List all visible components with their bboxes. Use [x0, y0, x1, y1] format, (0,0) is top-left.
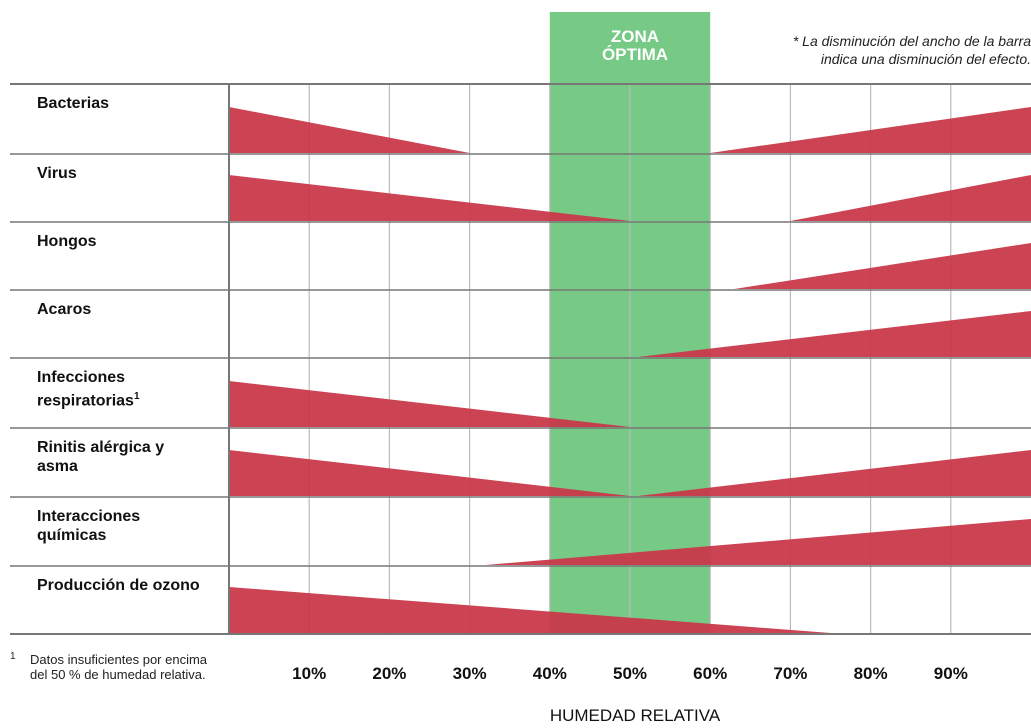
tick-label-50: 50% [612, 664, 648, 683]
tick-label-30: 30% [452, 664, 487, 683]
row-label-sup: 1 [133, 391, 140, 402]
tick-label-80: 80% [853, 664, 888, 683]
bar-high-5 [638, 450, 1031, 496]
row-label: Acaros [37, 300, 207, 319]
bar-low-0 [229, 107, 470, 153]
footnote-text: Datos insuficientes por encima del 50 % … [30, 652, 208, 682]
bar-high-3 [638, 311, 1031, 357]
bar-low-1 [229, 175, 630, 221]
row-label-text: Virus [37, 165, 77, 182]
row-label-text: Hongos [37, 233, 97, 250]
tick-label-20: 20% [372, 664, 407, 683]
footnote: 1 Datos insuficientes por encima del 50 … [10, 651, 210, 682]
zone-label-line1: ZONA [610, 27, 660, 46]
row-label-text: Bacterias [37, 95, 110, 112]
bar-low-7 [229, 587, 831, 633]
row-dividers [10, 83, 1031, 635]
row-label-text: Producción de ozono [37, 577, 200, 594]
bar-high-6 [485, 519, 1031, 565]
tick-label-40: 40% [532, 664, 567, 683]
bar-high-1 [790, 175, 1031, 221]
row-label: Producción de ozono [37, 576, 207, 595]
row-label-text: Rinitis alérgica y asma [37, 439, 165, 475]
row-label: Hongos [37, 232, 207, 251]
tick-label-70: 70% [773, 664, 808, 683]
row-label: Bacterias [37, 94, 207, 113]
note-line1: * La disminución del ancho de la barra [792, 33, 1031, 49]
tick-label-60: 60% [693, 664, 728, 683]
row-label-text: Interacciones químicas [37, 508, 141, 544]
note-line2: indica una disminución del efecto. [820, 51, 1031, 67]
row-label: Rinitis alérgica y asma [37, 438, 207, 476]
bar-high-0 [710, 107, 1031, 153]
optimal-zone-label: ZONA ÓPTIMA [553, 28, 717, 64]
footnote-mark: 1 [10, 651, 16, 662]
bar-high-2 [734, 243, 1031, 289]
row-label-text: Acaros [37, 301, 92, 318]
bars [229, 107, 1031, 633]
row-label-text: Infecciones respiratorias [37, 369, 134, 410]
bar-low-4 [229, 381, 630, 427]
row-label: Infecciones respiratorias1 [37, 368, 207, 410]
width-note: * La disminución del ancho de la barra i… [733, 32, 1031, 68]
bar-low-5 [229, 450, 630, 496]
zone-label-line2: ÓPTIMA [601, 45, 669, 64]
row-label: Interacciones químicas [37, 507, 207, 545]
tick-label-10: 10% [292, 664, 327, 683]
tick-label-90: 90% [933, 664, 968, 683]
x-axis-label: HUMEDAD RELATIVA [549, 706, 721, 725]
row-label: Virus [37, 164, 207, 183]
